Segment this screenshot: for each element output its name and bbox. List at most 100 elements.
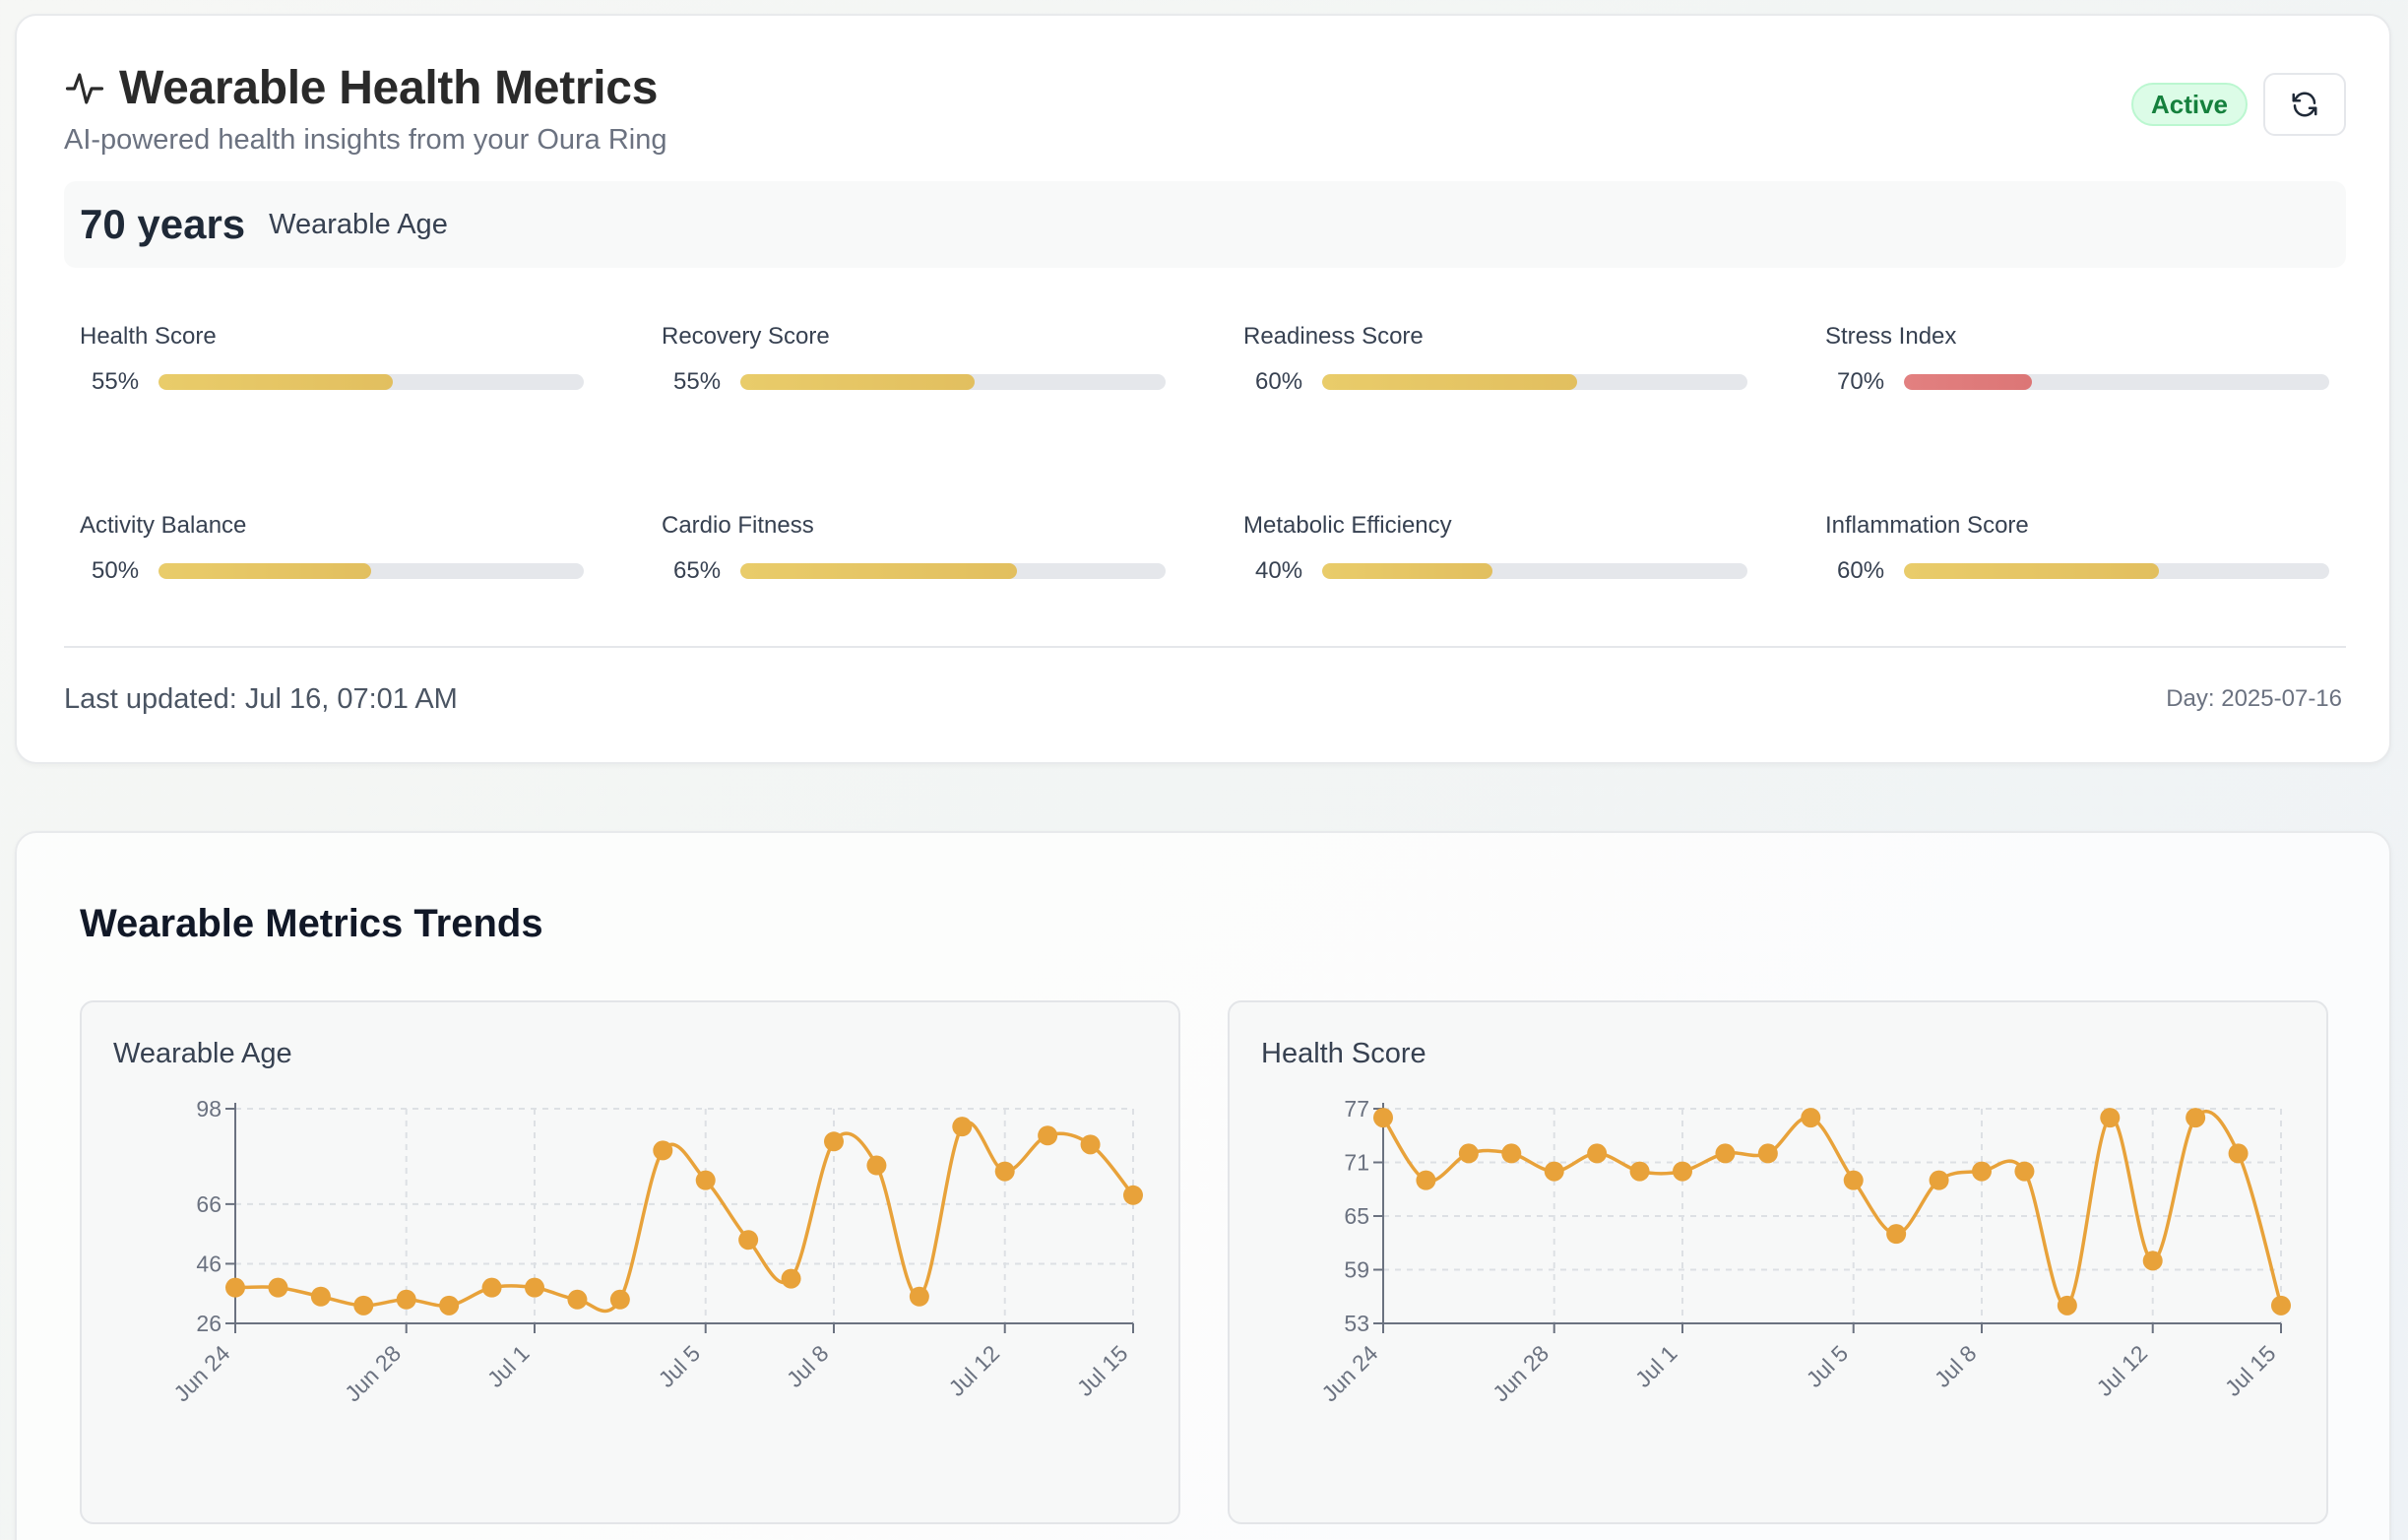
- metric-health-score: Health Score 55%: [80, 323, 592, 402]
- x-tick-label: Jul 15: [1072, 1340, 1133, 1401]
- metric-name: Inflammation Score: [1825, 512, 2029, 539]
- data-point: [1801, 1108, 1821, 1128]
- page-subtitle: AI-powered health insights from your Our…: [64, 124, 667, 156]
- metric-progress-track: [740, 563, 1166, 579]
- data-point: [994, 1161, 1015, 1182]
- x-tick-label: Jun 28: [340, 1340, 406, 1406]
- data-point: [1843, 1170, 1864, 1190]
- metric-metabolic-efficiency: Metabolic Efficiency 40%: [1243, 512, 1755, 591]
- data-point: [2014, 1161, 2035, 1182]
- data-point: [2057, 1295, 2077, 1315]
- metric-percent: 55%: [92, 368, 140, 395]
- x-tick-label: Jul 12: [2091, 1340, 2152, 1401]
- x-tick-label: Jul 1: [1630, 1340, 1682, 1392]
- day-label: Day: 2025-07-16: [2166, 685, 2342, 712]
- metric-progress-fill: [158, 374, 393, 390]
- data-point: [695, 1170, 716, 1190]
- trends-title: Wearable Metrics Trends: [80, 902, 543, 945]
- metric-stress-index: Stress Index 70%: [1825, 323, 2337, 402]
- x-tick-label: Jun 24: [1316, 1340, 1382, 1406]
- metric-inflammation-score: Inflammation Score 60%: [1825, 512, 2337, 591]
- chart-title: Wearable Age: [113, 1038, 292, 1069]
- data-point: [866, 1155, 887, 1176]
- data-point: [1458, 1143, 1479, 1164]
- data-point: [1416, 1170, 1436, 1190]
- data-point: [609, 1289, 630, 1310]
- data-point: [738, 1230, 759, 1251]
- wearable-age-chart-panel: Wearable Age 26 46 66 98 Jun 24 Jun 28 Jul 1 Ju…: [80, 1000, 1180, 1524]
- y-tick-label: 77: [1344, 1096, 1369, 1122]
- data-point: [439, 1295, 460, 1315]
- metric-activity-balance: Activity Balance 50%: [80, 512, 592, 591]
- metric-progress-track: [1904, 563, 2329, 579]
- y-tick-label: 26: [196, 1311, 222, 1336]
- metric-percent: 60%: [1255, 368, 1303, 395]
- metric-name: Metabolic Efficiency: [1243, 512, 1452, 539]
- metric-progress-fill: [1904, 374, 2032, 390]
- trends-card: Wearable Metrics Trends Wearable Age 26 4…: [15, 831, 2391, 1540]
- metric-name: Health Score: [80, 323, 217, 350]
- metric-percent: 65%: [673, 557, 722, 584]
- data-point: [2186, 1108, 2206, 1128]
- y-tick-label: 98: [196, 1096, 222, 1122]
- last-updated: Last updated: Jul 16, 07:01 AM: [64, 683, 458, 715]
- data-point: [1757, 1143, 1778, 1164]
- metric-percent: 60%: [1837, 557, 1885, 584]
- data-point: [353, 1295, 374, 1315]
- metric-percent: 50%: [92, 557, 140, 584]
- data-point: [1501, 1143, 1522, 1164]
- metric-progress-track: [1322, 563, 1747, 579]
- y-tick-label: 71: [1344, 1150, 1369, 1176]
- data-point: [1629, 1161, 1650, 1182]
- data-point: [525, 1277, 544, 1298]
- metric-progress-fill: [1322, 563, 1492, 579]
- data-point: [653, 1140, 673, 1161]
- metric-progress-fill: [158, 563, 371, 579]
- data-point: [396, 1289, 416, 1310]
- data-point: [1715, 1143, 1736, 1164]
- metric-progress-track: [1904, 374, 2329, 390]
- refresh-button[interactable]: [2263, 73, 2346, 136]
- wearable-age-value: 70 years: [80, 201, 246, 247]
- metric-name: Recovery Score: [662, 323, 830, 350]
- data-point: [1080, 1134, 1101, 1155]
- wearable-age-chart: 26 46 66 98 Jun 24 Jun 28 Jul 1 Jul 5 Jul 8 Jul 1…: [168, 1096, 1143, 1406]
- series-line: [1381, 1110, 2283, 1308]
- x-tick-label: Jul 15: [2220, 1340, 2281, 1401]
- x-tick-label: Jun 24: [168, 1340, 234, 1406]
- x-tick-label: Jul 1: [482, 1340, 535, 1392]
- data-point: [1929, 1170, 1949, 1190]
- metric-progress-fill: [1904, 563, 2160, 579]
- status-badge: Active: [2131, 83, 2248, 126]
- metric-progress-track: [158, 374, 584, 390]
- data-point: [1373, 1108, 1393, 1128]
- data-point: [2228, 1143, 2249, 1164]
- data-point: [268, 1277, 288, 1298]
- metric-progress-track: [158, 563, 584, 579]
- x-tick-label: Jul 8: [782, 1340, 834, 1392]
- metric-progress-track: [740, 374, 1166, 390]
- metric-name: Stress Index: [1825, 323, 1957, 350]
- y-tick-label: 59: [1344, 1257, 1369, 1283]
- x-tick-label: Jul 5: [1802, 1340, 1854, 1392]
- x-tick-label: Jul 12: [943, 1340, 1004, 1401]
- data-point: [1587, 1143, 1608, 1164]
- health-score-chart-panel: Health Score 53 59 65 71 77 Jun 24 Jun 28 Jul 1…: [1228, 1000, 2328, 1524]
- data-point: [781, 1268, 801, 1289]
- data-point: [1673, 1161, 1692, 1182]
- divider: [64, 646, 2346, 648]
- metric-cardio-fitness: Cardio Fitness 65%: [662, 512, 1173, 591]
- data-point: [1123, 1185, 1143, 1205]
- metric-progress-fill: [740, 374, 975, 390]
- title-row: Wearable Health Metrics: [64, 61, 658, 115]
- data-point: [225, 1277, 245, 1298]
- refresh-icon: [2292, 92, 2317, 117]
- metric-readiness-score: Readiness Score 60%: [1243, 323, 1755, 402]
- x-tick-label: Jul 8: [1930, 1340, 1982, 1392]
- series-line: [234, 1121, 1135, 1314]
- metric-percent: 40%: [1255, 557, 1303, 584]
- data-point: [481, 1277, 502, 1298]
- data-point: [1886, 1224, 1907, 1245]
- metric-percent: 70%: [1837, 368, 1885, 395]
- data-point: [1544, 1161, 1564, 1182]
